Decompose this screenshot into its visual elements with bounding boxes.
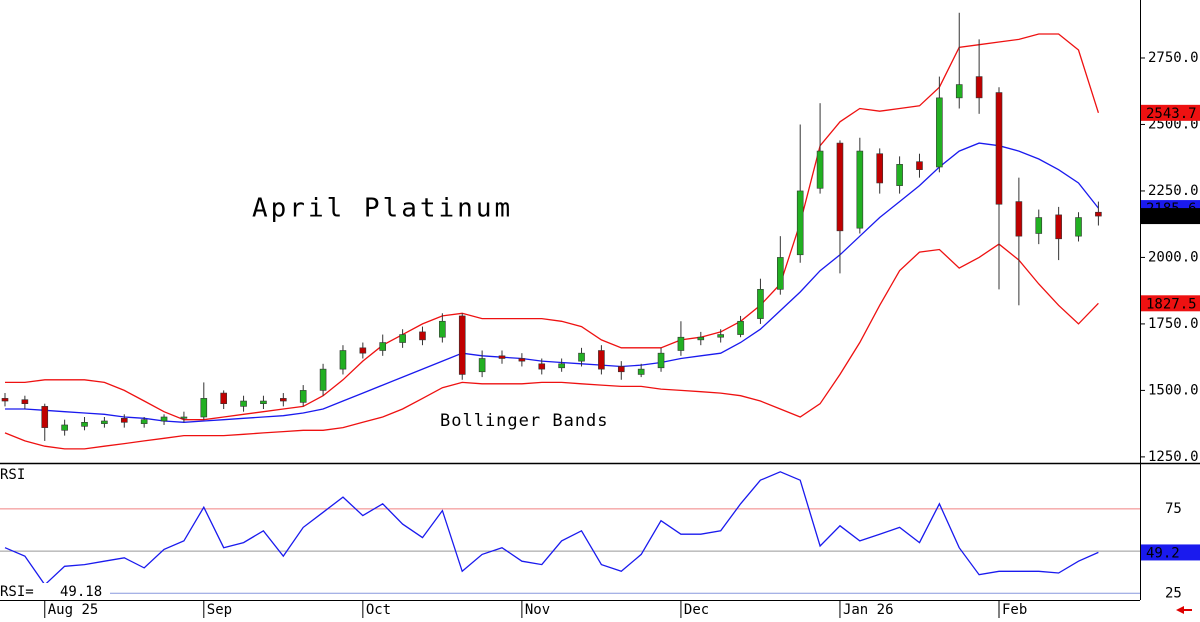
- candle-body: [439, 320, 446, 338]
- candle-body: [299, 390, 307, 403]
- candle-body: [677, 336, 685, 351]
- rsi-readout-value: 49.18: [60, 584, 102, 600]
- candle-body: [339, 350, 347, 370]
- candle-body: [1075, 217, 1082, 237]
- rsi-title: RSI: [0, 467, 25, 483]
- bollinger-band: [5, 33, 1100, 421]
- candle-body: [637, 368, 645, 375]
- x-tick-label: Sep: [207, 602, 232, 618]
- candle-body: [1035, 217, 1043, 234]
- candle-body: [796, 190, 804, 256]
- candle-body: [419, 331, 426, 341]
- candle-body: [538, 363, 546, 370]
- y-tick-label: 2000.0: [1148, 249, 1199, 265]
- x-tick-label: Oct: [366, 602, 391, 618]
- candle-body: [876, 153, 884, 184]
- candle-body: [458, 315, 466, 375]
- bollinger-band: [4, 243, 1099, 450]
- x-tick-label: Feb: [1002, 602, 1027, 618]
- candle-body: [757, 289, 764, 319]
- x-tick-label: Jan 26: [843, 602, 894, 618]
- candle-body: [1, 398, 9, 402]
- candle-body: [558, 363, 565, 369]
- candle-body: [816, 150, 824, 189]
- candle-body: [737, 320, 744, 335]
- candle-body: [200, 398, 208, 418]
- candle-body: [995, 92, 1003, 205]
- y-tick-label: 1750.0: [1148, 316, 1199, 332]
- value-tag-label: 49.2: [1146, 545, 1180, 561]
- candle-body: [220, 392, 227, 404]
- candle-body: [260, 400, 267, 404]
- candle-body: [836, 142, 844, 232]
- candle-body: [657, 352, 665, 369]
- value-tag-label: 2155.5: [1146, 209, 1197, 225]
- candle-body: [1055, 214, 1062, 240]
- y-tick-label: 75: [1165, 501, 1182, 517]
- candle-body: [518, 358, 526, 362]
- annotation: Bollinger Bands: [440, 411, 609, 431]
- candle-body: [717, 334, 724, 338]
- candle-body: [240, 400, 247, 407]
- candle-body: [61, 424, 68, 431]
- candle-body: [777, 257, 784, 290]
- candle-body: [399, 334, 406, 343]
- candle-body: [478, 358, 486, 373]
- candle-body: [359, 347, 367, 354]
- value-tag: [1141, 104, 1200, 121]
- y-tick-label: 25: [1165, 585, 1182, 601]
- y-tick-label: 2250.0: [1148, 183, 1199, 199]
- x-tick-label: Nov: [525, 602, 550, 618]
- y-tick-label: 2750.0: [1148, 50, 1199, 66]
- candle-body: [160, 416, 168, 422]
- candle-body: [379, 342, 387, 351]
- candle-body: [916, 161, 923, 170]
- candle-body: [319, 368, 327, 391]
- value-tag-label: 2543.7: [1146, 106, 1197, 122]
- x-tick-label: Dec: [684, 602, 709, 618]
- candle-body: [81, 422, 88, 427]
- candle-body: [101, 420, 108, 424]
- x-tick-label: Aug 25: [48, 602, 99, 618]
- y-tick-label: 1500.0: [1148, 382, 1199, 398]
- rsi-readout-name: RSI=: [0, 584, 34, 600]
- candle-body: [180, 416, 188, 419]
- candle-body: [856, 150, 864, 229]
- candle-body: [578, 352, 585, 362]
- candle-body: [41, 406, 49, 428]
- scroll-arrow[interactable]: [1176, 606, 1192, 614]
- rsi-readout-box: [0, 583, 110, 600]
- value-tag-label: 1827.5: [1146, 296, 1197, 312]
- rsi-line: [4, 471, 1099, 586]
- candle-body: [936, 97, 943, 168]
- candle-body: [975, 76, 983, 99]
- value-tag: [1141, 208, 1200, 225]
- chart-title: April Platinum: [252, 194, 513, 224]
- candle-body: [617, 366, 625, 373]
- value-tag: [1141, 544, 1200, 561]
- candle-body: [1015, 201, 1023, 237]
- candle-body: [280, 398, 287, 402]
- candle-body: [697, 336, 705, 341]
- candle-body: [1095, 211, 1102, 217]
- candle-body: [896, 164, 903, 186]
- bollinger-band: [5, 142, 1099, 423]
- value-tag: [1141, 295, 1200, 312]
- candle-body: [21, 399, 29, 404]
- candle-body: [955, 84, 963, 99]
- candle-body: [120, 418, 128, 423]
- candle-body: [498, 355, 506, 359]
- y-tick-label: 1250.0: [1148, 449, 1199, 465]
- candle-body: [598, 350, 605, 370]
- candle-body: [140, 419, 148, 424]
